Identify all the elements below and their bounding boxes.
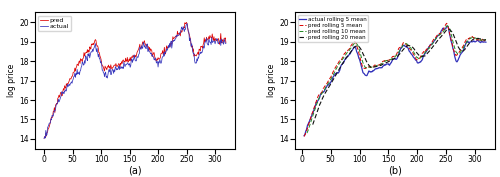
pred rolling 5 mean [326, 80, 332, 82]
pred rolling 10 mean [483, 39, 489, 41]
actual [41, 138, 47, 140]
actual [202, 47, 207, 49]
Y-axis label: log price: log price [268, 64, 276, 97]
actual rolling 5 mean [460, 49, 466, 51]
pred rolling 20 mean [428, 47, 434, 49]
pred [223, 41, 229, 44]
Line: actual rolling 5 mean: actual rolling 5 mean [304, 26, 486, 136]
pred rolling 10 mean [428, 44, 434, 46]
pred rolling 20 mean [394, 56, 400, 58]
pred [170, 41, 175, 43]
actual [223, 42, 229, 45]
Y-axis label: log price: log price [8, 64, 16, 97]
pred [135, 49, 141, 51]
pred rolling 10 mean [394, 54, 400, 56]
Legend: pred, actual: pred, actual [38, 16, 71, 31]
actual rolling 5 mean [483, 41, 489, 43]
pred rolling 5 mean [460, 45, 466, 47]
Line: pred rolling 10 mean: pred rolling 10 mean [307, 26, 486, 133]
pred [41, 137, 47, 139]
pred rolling 5 mean [428, 43, 434, 45]
X-axis label: (a): (a) [128, 165, 142, 175]
X-axis label: (b): (b) [388, 165, 402, 175]
pred rolling 5 mean [431, 38, 437, 40]
pred [184, 21, 190, 23]
actual [170, 43, 175, 45]
actual rolling 5 mean [326, 84, 332, 86]
pred rolling 20 mean [431, 44, 437, 46]
pred rolling 20 mean [326, 87, 332, 89]
pred rolling 5 mean [394, 52, 400, 54]
Line: pred rolling 20 mean: pred rolling 20 mean [312, 29, 486, 125]
pred [172, 37, 177, 39]
pred rolling 10 mean [431, 40, 437, 42]
Line: pred rolling 5 mean: pred rolling 5 mean [304, 23, 486, 136]
pred [202, 37, 207, 39]
actual [191, 53, 197, 55]
actual rolling 5 mean [394, 58, 400, 60]
actual [184, 22, 190, 25]
actual rolling 5 mean [450, 48, 456, 50]
pred rolling 20 mean [460, 50, 466, 52]
pred rolling 10 mean [326, 82, 332, 84]
actual rolling 5 mean [428, 44, 434, 46]
pred rolling 20 mean [483, 39, 489, 41]
actual rolling 5 mean [431, 40, 437, 42]
pred [191, 55, 197, 57]
actual [135, 56, 141, 58]
pred rolling 10 mean [450, 41, 456, 43]
pred [68, 78, 73, 80]
Line: pred: pred [44, 22, 226, 138]
Line: actual: actual [44, 24, 226, 139]
pred rolling 10 mean [460, 47, 466, 49]
Legend: actual rolling 5 mean, pred rolling 5 mean, pred rolling 10 mean, pred rolling 2: actual rolling 5 mean, pred rolling 5 me… [298, 15, 368, 42]
pred rolling 5 mean [483, 39, 489, 41]
actual [172, 40, 177, 42]
pred rolling 5 mean [450, 47, 456, 49]
actual [68, 83, 73, 85]
pred rolling 20 mean [450, 33, 456, 35]
